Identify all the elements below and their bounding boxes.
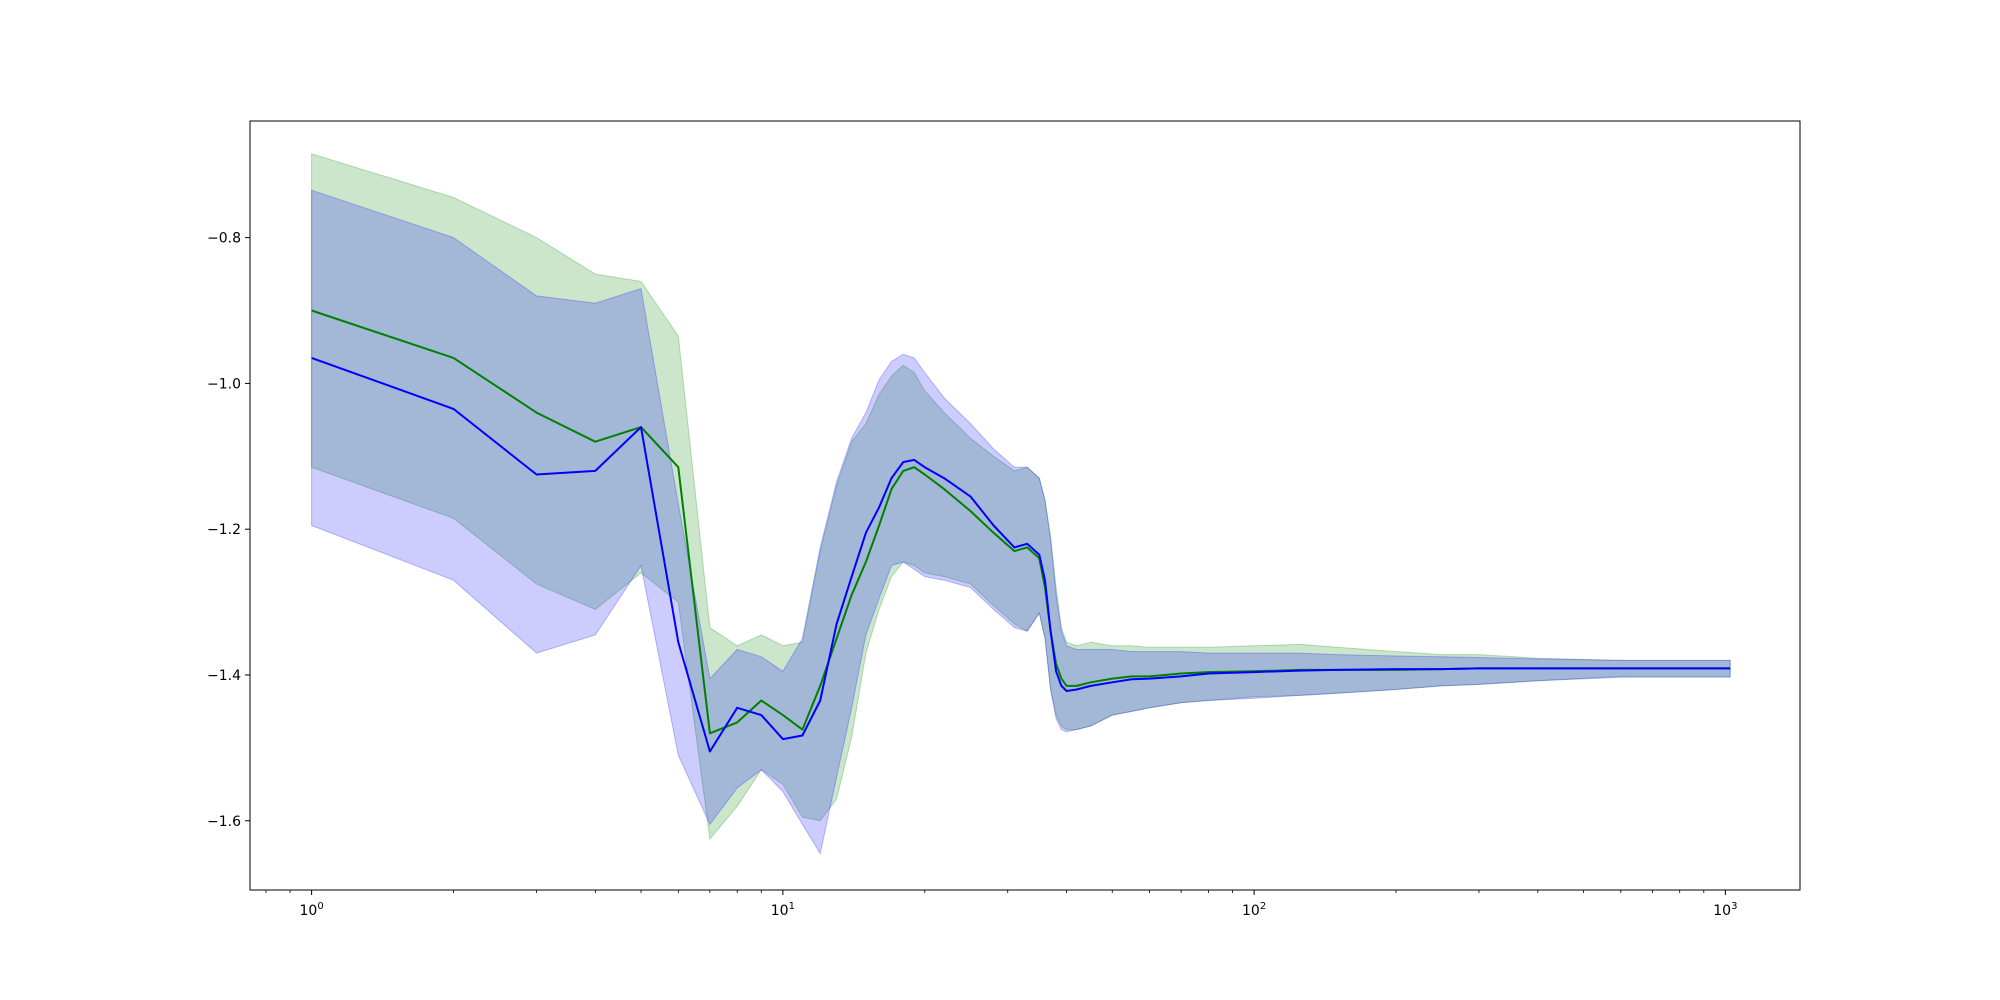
y-tick-label-0: −0.8 (207, 231, 241, 247)
x-tick-label-0: 100 (300, 901, 324, 919)
series-lines (311, 309, 1731, 753)
y-tick-label-1: −1.0 (207, 376, 241, 392)
plot-frame (249, 120, 1801, 891)
x-axis: 100 101 102 103 (265, 890, 1737, 919)
y-axis: −0.8 −1.0 −1.2 −1.4 −1.6 (207, 231, 250, 830)
x-tick-label-2: 102 (1242, 901, 1266, 919)
y-tick-label-4: −1.6 (207, 814, 241, 830)
x-tick-label-3: 103 (1713, 901, 1737, 919)
confidence-bands (311, 153, 1731, 855)
y-tick-label-3: −1.4 (207, 668, 241, 684)
series-line-2 (311, 356, 1731, 753)
confidence-band-1 (311, 153, 1731, 841)
y-tick-label-2: −1.2 (207, 522, 241, 538)
confidence-band-2 (311, 189, 1731, 855)
x-tick-label-1: 101 (771, 901, 795, 919)
